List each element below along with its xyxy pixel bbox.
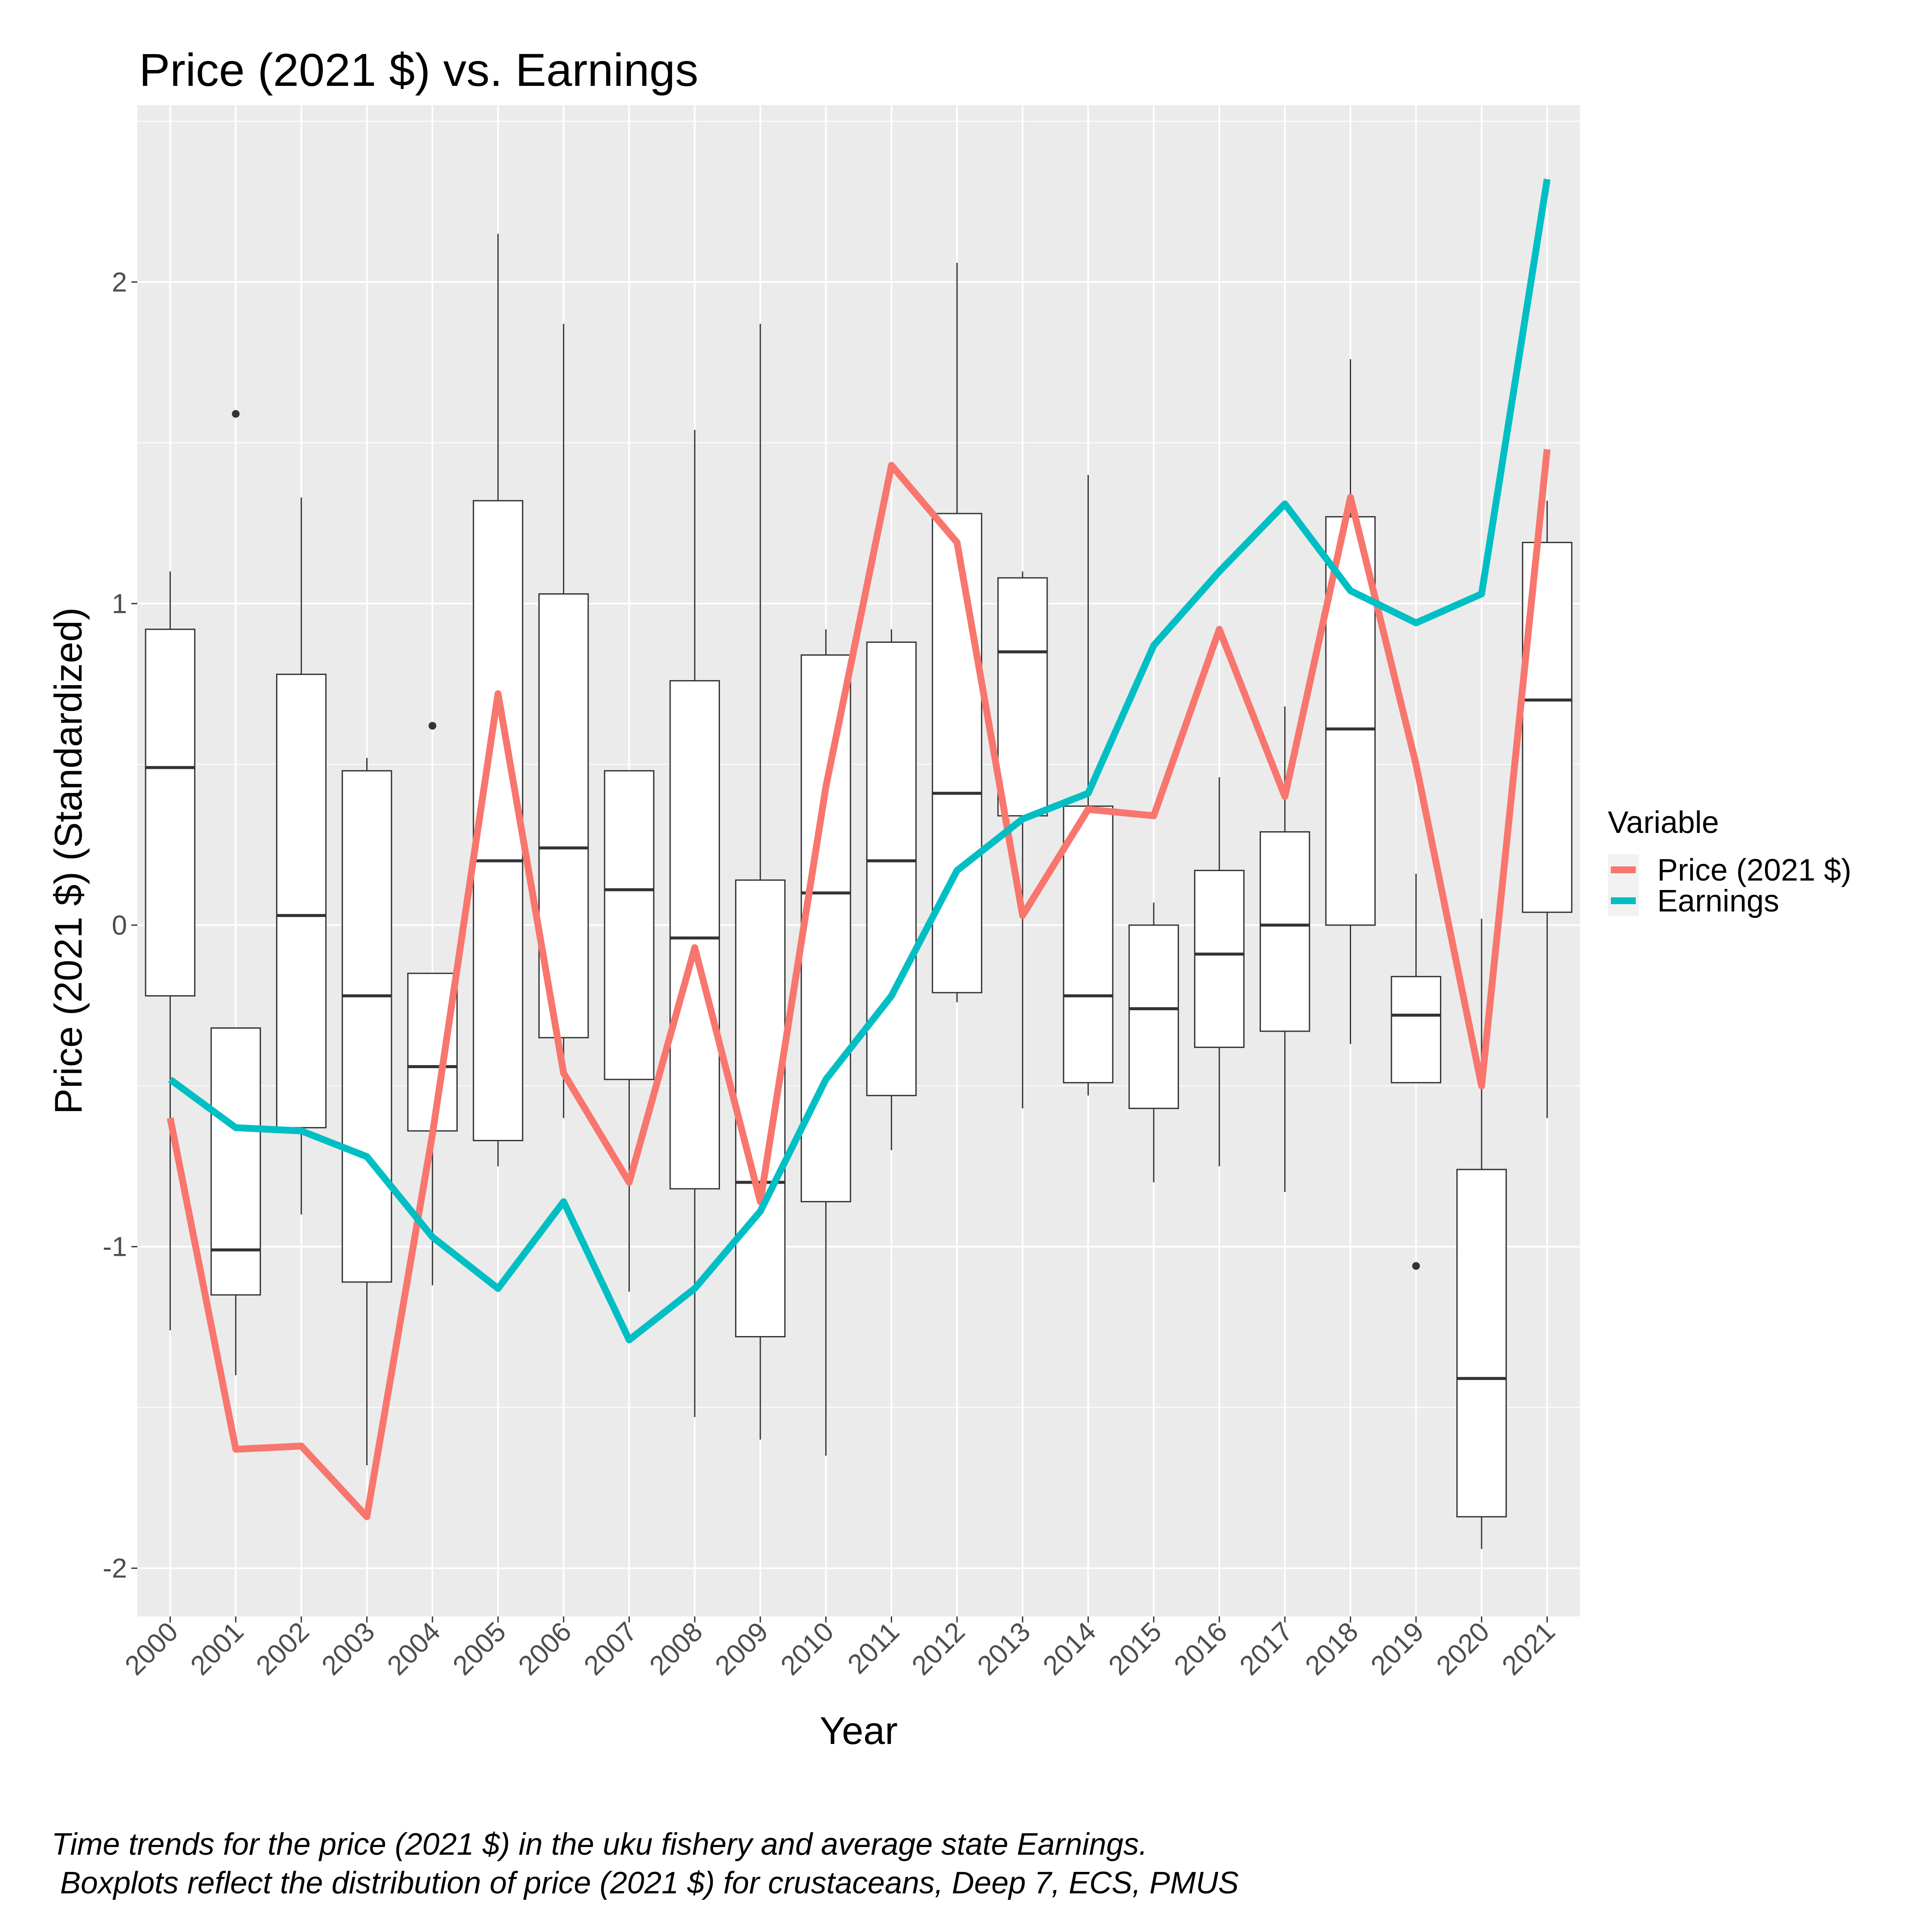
box-body — [997, 577, 1048, 817]
box-body — [669, 680, 720, 1190]
box-body — [1194, 869, 1245, 1048]
x-tick-label: 2009 — [709, 1616, 774, 1681]
boxplot-2013 — [997, 571, 1048, 1109]
boxplots — [145, 234, 1573, 1549]
legend-label-earnings: Earnings — [1657, 884, 1779, 918]
box-body — [1456, 1169, 1507, 1518]
box-outlier — [428, 722, 437, 730]
x-tick-label: 2000 — [119, 1616, 184, 1681]
x-tick-label: 2017 — [1233, 1616, 1299, 1681]
x-tick-label: 2002 — [250, 1616, 315, 1681]
boxplot-2019 — [1391, 873, 1441, 1270]
x-tick-label: 2013 — [971, 1616, 1036, 1681]
boxplot-2003 — [341, 758, 392, 1465]
legend-title: Variable — [1608, 805, 1719, 840]
boxplot-2011 — [866, 629, 917, 1151]
x-tick-label: 2007 — [578, 1616, 643, 1681]
y-tick-label: 1 — [112, 588, 127, 619]
caption-line-1: Time trends for the price (2021 $) in th… — [52, 1827, 1148, 1862]
chart-title: Price (2021 $) vs. Earnings — [139, 44, 699, 96]
y-tick-label: -2 — [103, 1553, 127, 1584]
series-line-earnings — [168, 179, 1551, 1343]
boxplot-2020 — [1456, 918, 1507, 1549]
y-axis-title: Price (2021 $) (Standardized) — [47, 608, 90, 1115]
box-body — [276, 674, 327, 1129]
boxplot-2017 — [1259, 706, 1310, 1192]
x-tick-label: 2005 — [447, 1616, 512, 1681]
x-tick-label: 2010 — [775, 1616, 840, 1681]
box-body — [341, 770, 392, 1283]
trend-lines — [167, 179, 1551, 1520]
y-tick-label: 2 — [112, 267, 127, 298]
x-tick-label: 2019 — [1364, 1616, 1430, 1681]
legend: Variable Price (2021 $) Earnings — [1608, 805, 1851, 918]
x-tick-label: 2003 — [316, 1616, 381, 1681]
x-tick-label: 2021 — [1496, 1616, 1561, 1681]
boxplot-2012 — [932, 262, 982, 1002]
boxplot-2014 — [1063, 475, 1114, 1096]
x-tick-label: 2011 — [841, 1616, 905, 1680]
legend-label-price: Price (2021 $) — [1657, 853, 1851, 887]
boxplot-2015 — [1128, 902, 1179, 1182]
box-body — [1063, 805, 1114, 1084]
x-tick-label: 2016 — [1168, 1616, 1233, 1681]
caption-line-2: Boxplots reflect the distribution of pri… — [52, 1866, 1239, 1900]
boxplot-2002 — [276, 497, 327, 1215]
box-body — [210, 1027, 261, 1296]
x-axis: 2000 2001 2002 2003 2004 2005 2006 2007 2008 2009… — [119, 1616, 1561, 1681]
box-outlier — [232, 410, 240, 418]
x-tick-label: 2001 — [184, 1616, 249, 1681]
x-tick-label: 2004 — [381, 1616, 447, 1681]
box-outlier — [1412, 1262, 1420, 1270]
y-axis: -2 -1 0 1 2 — [103, 267, 137, 1584]
x-tick-label: 2015 — [1103, 1616, 1168, 1681]
x-tick-label: 2014 — [1037, 1616, 1102, 1681]
box-body — [1259, 831, 1310, 1032]
boxplot-2001 — [210, 410, 261, 1376]
boxplot-2008 — [669, 430, 720, 1417]
boxplot-2007 — [604, 770, 655, 1292]
x-axis-title: Year — [820, 1710, 898, 1753]
y-tick-label: -1 — [103, 1231, 127, 1262]
boxplot-2016 — [1194, 777, 1245, 1166]
y-tick-label: 0 — [112, 910, 127, 941]
box-body — [932, 513, 982, 993]
boxplot-2000 — [145, 571, 196, 1331]
box-body — [604, 770, 655, 1080]
x-tick-label: 2008 — [643, 1616, 708, 1681]
box-body — [866, 641, 917, 1097]
box-body — [1128, 924, 1179, 1109]
box-body — [145, 629, 196, 997]
box-body — [1391, 976, 1441, 1084]
x-tick-label: 2006 — [512, 1616, 577, 1681]
x-tick-label: 2012 — [905, 1616, 971, 1681]
x-tick-label: 2020 — [1430, 1616, 1495, 1681]
series-line-price — [167, 449, 1551, 1520]
x-tick-label: 2018 — [1299, 1616, 1364, 1681]
